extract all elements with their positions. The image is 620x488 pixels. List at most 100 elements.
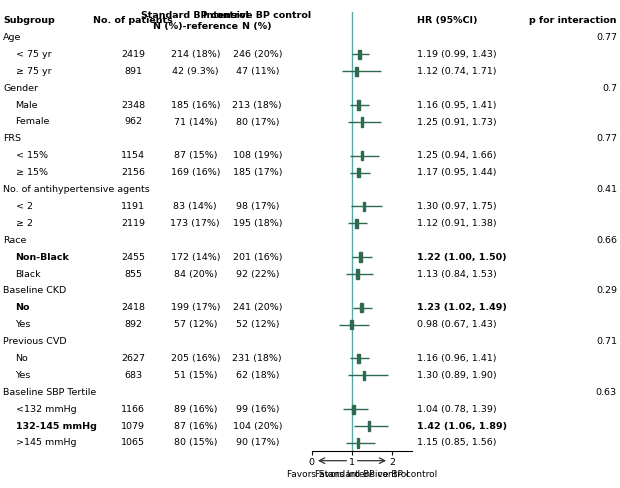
Text: 0.77: 0.77 xyxy=(596,134,617,143)
Text: 52 (12%): 52 (12%) xyxy=(236,320,279,329)
Text: 83 (14%): 83 (14%) xyxy=(174,202,217,211)
Bar xyxy=(356,438,360,447)
Text: 205 (16%): 205 (16%) xyxy=(170,354,220,363)
Text: 0.7: 0.7 xyxy=(602,84,617,93)
Text: 90 (17%): 90 (17%) xyxy=(236,438,279,447)
Text: 0.63: 0.63 xyxy=(596,388,617,397)
Text: 2455: 2455 xyxy=(122,253,145,262)
Text: 1.19 (0.99, 1.43): 1.19 (0.99, 1.43) xyxy=(417,50,496,59)
Text: ≥ 2: ≥ 2 xyxy=(16,219,32,228)
Text: < 75 yr: < 75 yr xyxy=(16,50,51,59)
Text: 2627: 2627 xyxy=(122,354,145,363)
Text: 1.23 (1.02, 1.49): 1.23 (1.02, 1.49) xyxy=(417,304,507,312)
Bar xyxy=(361,117,363,127)
Text: 683: 683 xyxy=(124,371,143,380)
Text: 2119: 2119 xyxy=(122,219,145,228)
Text: Gender: Gender xyxy=(3,84,38,93)
Text: 185 (16%): 185 (16%) xyxy=(170,101,220,110)
Text: 2348: 2348 xyxy=(122,101,145,110)
Bar xyxy=(350,320,353,329)
Text: 1.25 (0.94, 1.66): 1.25 (0.94, 1.66) xyxy=(417,151,496,160)
Bar xyxy=(368,422,370,431)
Text: 1.25 (0.91, 1.73): 1.25 (0.91, 1.73) xyxy=(417,118,496,126)
Text: 962: 962 xyxy=(124,118,143,126)
Text: 99 (16%): 99 (16%) xyxy=(236,405,279,414)
Text: 98 (17%): 98 (17%) xyxy=(236,202,279,211)
Text: 173 (17%): 173 (17%) xyxy=(170,219,220,228)
Text: 47 (11%): 47 (11%) xyxy=(236,67,279,76)
Text: Race: Race xyxy=(3,236,27,245)
Bar xyxy=(358,50,361,59)
Text: 80 (17%): 80 (17%) xyxy=(236,118,279,126)
Bar xyxy=(363,202,366,211)
Bar xyxy=(363,371,366,380)
Text: Baseline CKD: Baseline CKD xyxy=(3,286,66,295)
Text: 2156: 2156 xyxy=(122,168,145,177)
Text: Standard BP control
N (%)-reference: Standard BP control N (%)-reference xyxy=(141,11,249,31)
Text: Age: Age xyxy=(3,33,22,42)
Text: 0.98 (0.67, 1.43): 0.98 (0.67, 1.43) xyxy=(417,320,496,329)
Text: 1.13 (0.84, 1.53): 1.13 (0.84, 1.53) xyxy=(417,269,497,279)
Text: 1.15 (0.85, 1.56): 1.15 (0.85, 1.56) xyxy=(417,438,496,447)
Text: 62 (18%): 62 (18%) xyxy=(236,371,279,380)
Text: 89 (16%): 89 (16%) xyxy=(174,405,217,414)
Text: Favors Standard BP control: Favors Standard BP control xyxy=(287,470,409,479)
Text: 0.41: 0.41 xyxy=(596,185,617,194)
Text: < 2: < 2 xyxy=(16,202,32,211)
Text: No: No xyxy=(16,354,29,363)
Text: 1154: 1154 xyxy=(122,151,145,160)
Text: ≥ 15%: ≥ 15% xyxy=(16,168,48,177)
Text: 0.66: 0.66 xyxy=(596,236,617,245)
Text: No. of antihypertensive agents: No. of antihypertensive agents xyxy=(3,185,150,194)
Bar xyxy=(357,354,360,363)
Text: Black: Black xyxy=(16,269,41,279)
Text: 246 (20%): 246 (20%) xyxy=(232,50,282,59)
Text: 1191: 1191 xyxy=(122,202,145,211)
Text: 892: 892 xyxy=(124,320,143,329)
Text: 71 (14%): 71 (14%) xyxy=(174,118,217,126)
Bar xyxy=(360,252,362,262)
Text: 0.29: 0.29 xyxy=(596,286,617,295)
Text: 1.04 (0.78, 1.39): 1.04 (0.78, 1.39) xyxy=(417,405,496,414)
Text: Male: Male xyxy=(16,101,38,110)
Text: 42 (9.3%): 42 (9.3%) xyxy=(172,67,219,76)
Bar xyxy=(358,168,360,177)
Text: HR (95%CI): HR (95%CI) xyxy=(417,16,477,25)
Text: 1.12 (0.74, 1.71): 1.12 (0.74, 1.71) xyxy=(417,67,496,76)
Text: 231 (18%): 231 (18%) xyxy=(232,354,282,363)
Text: 92 (22%): 92 (22%) xyxy=(236,269,279,279)
Text: 1.16 (0.96, 1.41): 1.16 (0.96, 1.41) xyxy=(417,354,496,363)
Text: p for interaction: p for interaction xyxy=(529,16,617,25)
Text: 214 (18%): 214 (18%) xyxy=(170,50,220,59)
Text: 87 (16%): 87 (16%) xyxy=(174,422,217,430)
Bar xyxy=(355,219,358,228)
Text: 201 (16%): 201 (16%) xyxy=(232,253,282,262)
Text: 2418: 2418 xyxy=(122,304,145,312)
Bar xyxy=(357,101,360,110)
Bar xyxy=(356,269,358,279)
Text: 1.12 (0.91, 1.38): 1.12 (0.91, 1.38) xyxy=(417,219,496,228)
Text: 132-145 mmHg: 132-145 mmHg xyxy=(16,422,96,430)
Text: 108 (19%): 108 (19%) xyxy=(232,151,282,160)
Text: Non-Black: Non-Black xyxy=(16,253,69,262)
Text: <132 mmHg: <132 mmHg xyxy=(16,405,76,414)
Text: Intensive BP control
N (%): Intensive BP control N (%) xyxy=(203,11,311,31)
Bar xyxy=(352,405,355,414)
Text: 1.30 (0.97, 1.75): 1.30 (0.97, 1.75) xyxy=(417,202,496,211)
Text: ≥ 75 yr: ≥ 75 yr xyxy=(16,67,51,76)
Text: 213 (18%): 213 (18%) xyxy=(232,101,282,110)
Text: Favors Intensive BP control: Favors Intensive BP control xyxy=(315,470,437,479)
Text: 1.22 (1.00, 1.50): 1.22 (1.00, 1.50) xyxy=(417,253,507,262)
Text: 1.30 (0.89, 1.90): 1.30 (0.89, 1.90) xyxy=(417,371,496,380)
Text: 1065: 1065 xyxy=(122,438,145,447)
Text: 241 (20%): 241 (20%) xyxy=(232,304,282,312)
Text: FRS: FRS xyxy=(3,134,21,143)
Text: < 15%: < 15% xyxy=(16,151,48,160)
Text: 104 (20%): 104 (20%) xyxy=(232,422,282,430)
Text: 1.17 (0.95, 1.44): 1.17 (0.95, 1.44) xyxy=(417,168,496,177)
Text: 185 (17%): 185 (17%) xyxy=(232,168,282,177)
Text: >145 mmHg: >145 mmHg xyxy=(16,438,76,447)
Text: 80 (15%): 80 (15%) xyxy=(174,438,217,447)
Text: 891: 891 xyxy=(124,67,143,76)
Text: Subgroup: Subgroup xyxy=(3,16,55,25)
